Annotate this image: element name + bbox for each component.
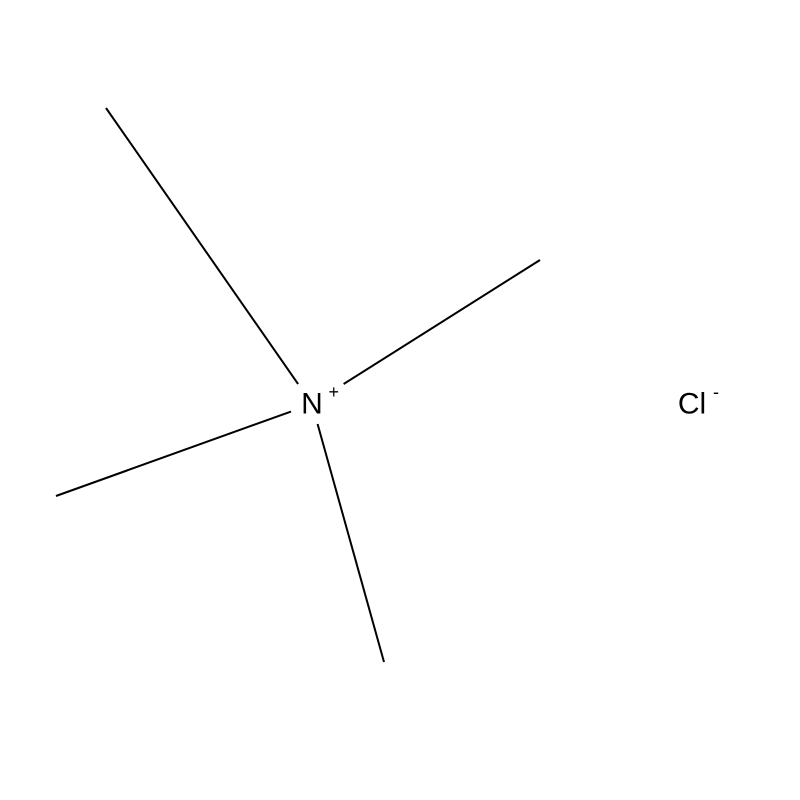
bond-line (318, 424, 384, 662)
anion-label: Cl- (678, 382, 719, 421)
bond-line (56, 412, 291, 496)
bond-line (106, 108, 298, 384)
anion-charge: - (713, 382, 719, 402)
bond-line (344, 260, 540, 384)
chloride-label: Cl (678, 388, 706, 421)
cation-label: N+ (301, 382, 339, 421)
nitrogen-label: N (301, 388, 323, 421)
cation-charge: + (329, 382, 340, 402)
